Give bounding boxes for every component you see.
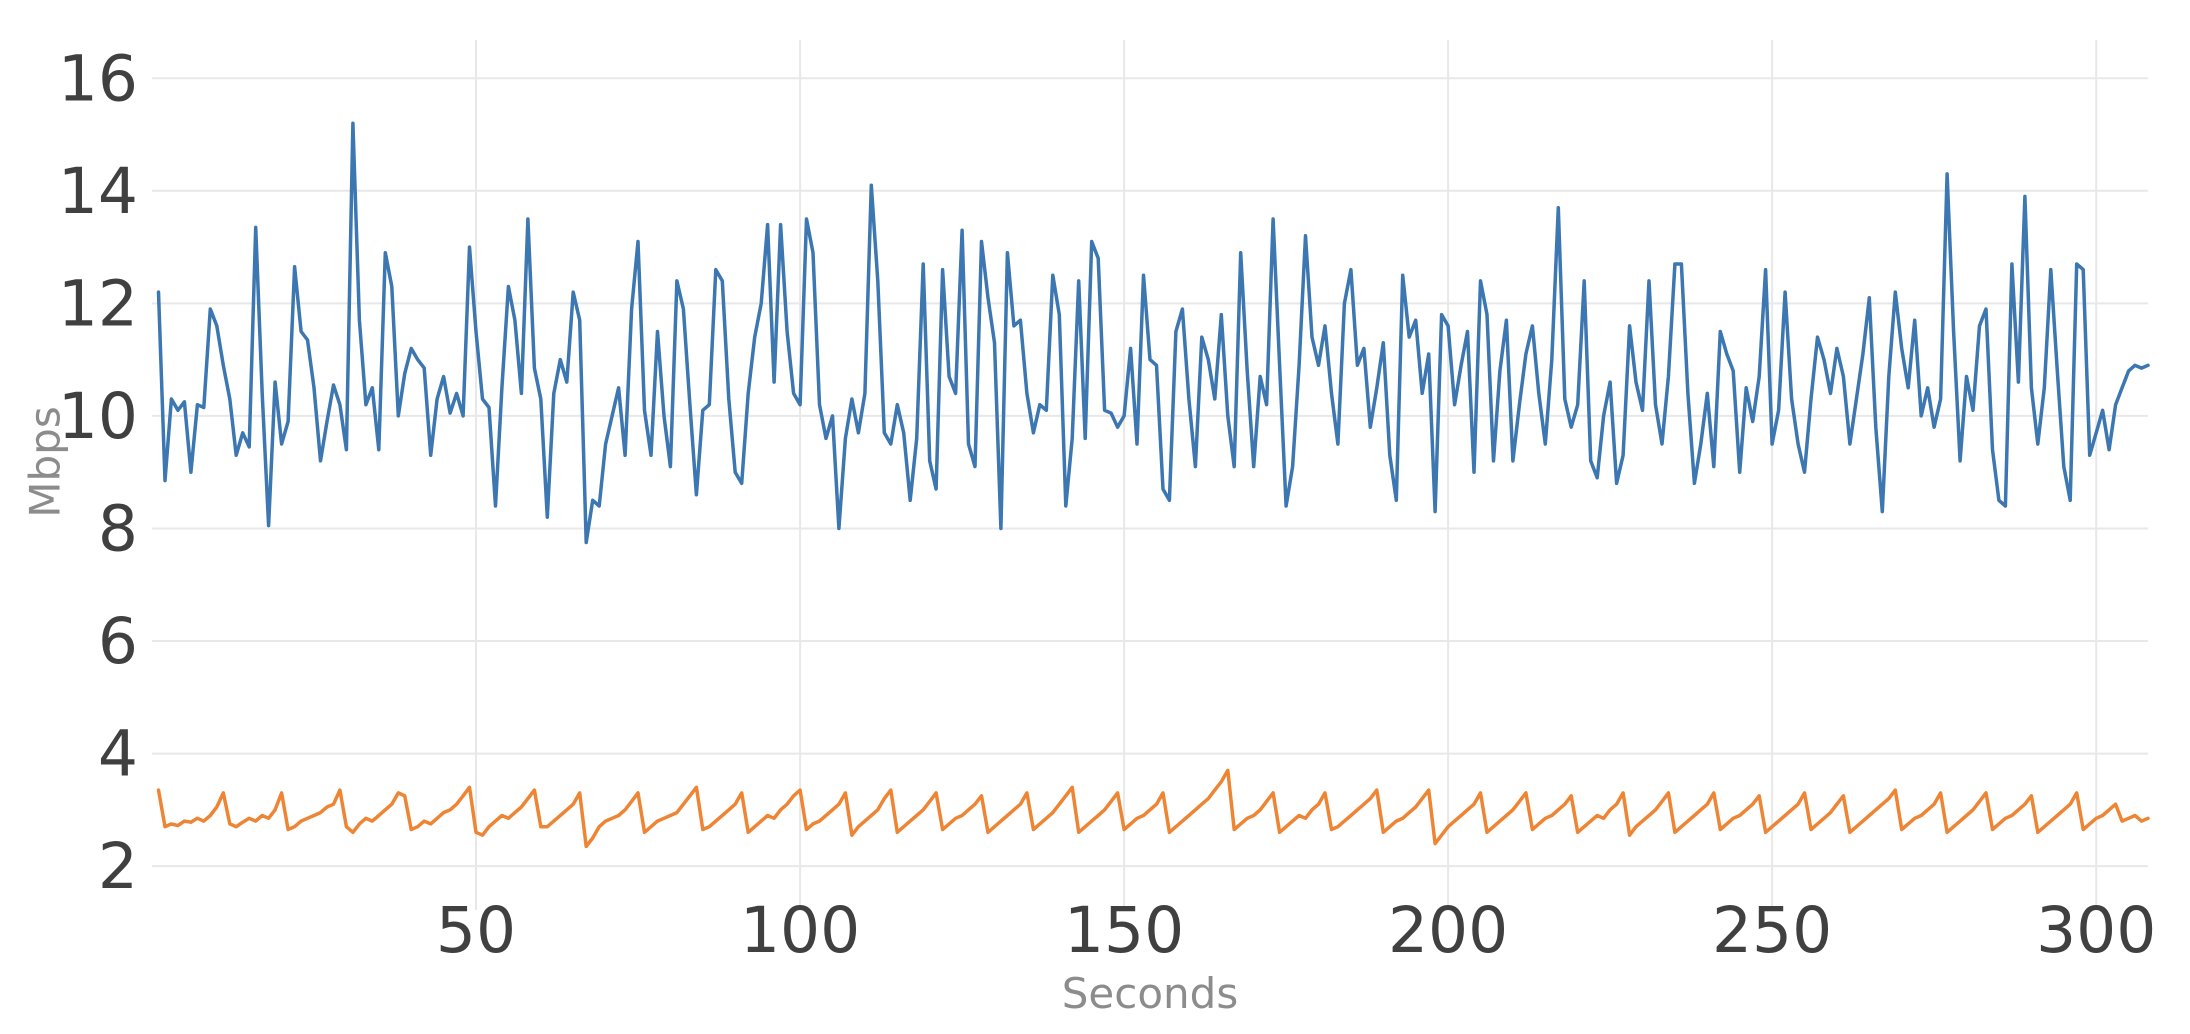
y-tick-label: 10 [58,380,138,453]
x-tick-label: 50 [436,894,516,967]
y-tick-label: 12 [58,267,138,340]
y-tick-label: 16 [58,42,138,115]
series-line-blue [156,121,2150,545]
y-tick-label: 6 [98,605,138,678]
x-tick-label: 100 [740,894,860,967]
y-tick-label: 14 [58,155,138,228]
y-tick-label: 2 [98,830,138,903]
y-axis-title: Mbps [21,406,70,517]
x-tick-label: 250 [1712,894,1832,967]
x-tick-label: 300 [2036,894,2156,967]
x-tick-label: 150 [1064,894,1184,967]
x-axis-title: Seconds [1062,969,1238,1018]
tick-labels: 2 4 6 8 10 12 14 16 50 100 150 200 250 300 [58,42,2156,967]
y-tick-label: 8 [98,493,138,566]
y-tick-label: 4 [98,718,138,791]
series-lines [156,121,2150,849]
x-tick-label: 200 [1388,894,1508,967]
gridlines [152,40,2148,910]
series-line-orange [156,768,2150,849]
